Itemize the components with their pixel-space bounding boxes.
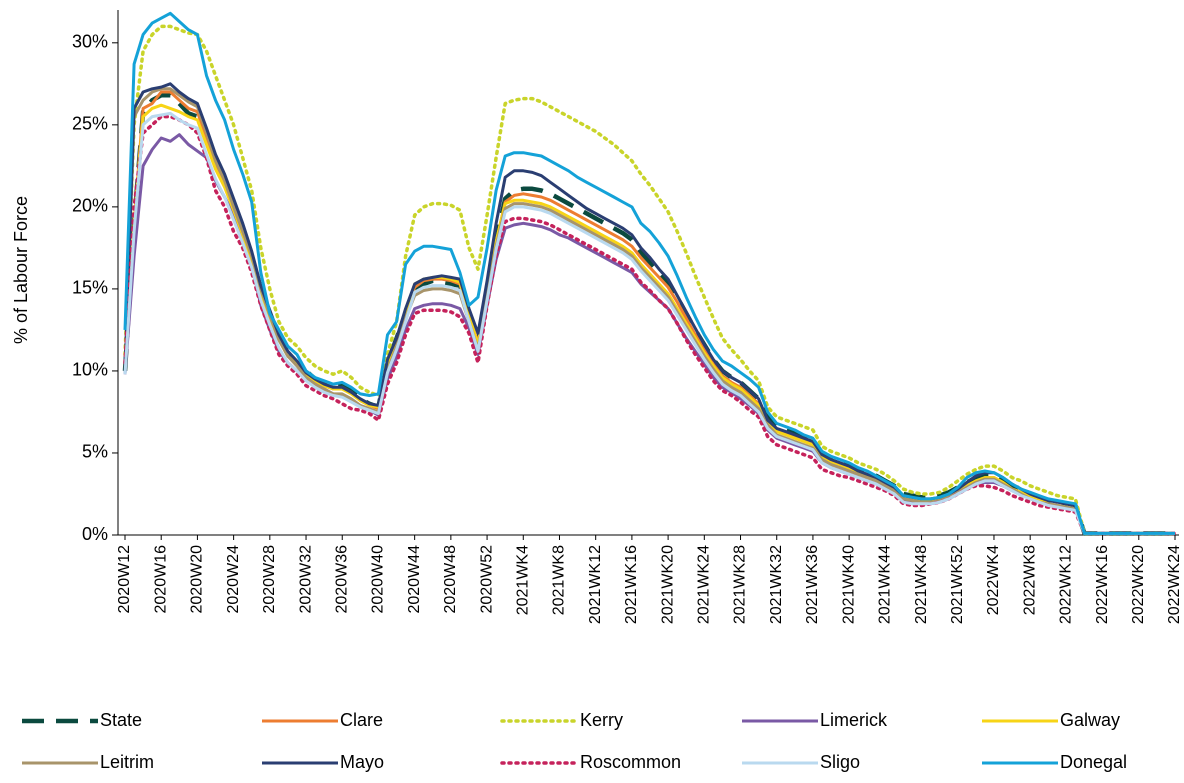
- x-tick-label: 2022WK4: [985, 545, 1002, 615]
- x-tick-label: 2020W12: [116, 545, 133, 614]
- series-line: [122, 93, 1175, 536]
- x-tick-label: 2020W52: [478, 545, 495, 614]
- x-tick-label: 2021WK20: [659, 545, 676, 624]
- legend-label: Leitrim: [100, 752, 154, 772]
- x-tick-label: 2021WK8: [551, 545, 568, 615]
- x-tick-label: 2021WK48: [913, 545, 930, 624]
- x-tick-label: 2021WK24: [696, 545, 713, 624]
- legend-label: State: [100, 710, 142, 730]
- series-line: [123, 114, 1177, 536]
- legend-label: Galway: [1060, 710, 1120, 730]
- legend-label: Mayo: [340, 752, 384, 772]
- x-tick-label: 2022WK24: [1166, 545, 1183, 624]
- x-tick-label: 2020W40: [370, 545, 387, 614]
- legend-label: Donegal: [1060, 752, 1127, 772]
- series-line: [123, 82, 1175, 535]
- y-tick-label: 25%: [72, 114, 108, 134]
- x-tick-label: 2021WK16: [623, 545, 640, 624]
- y-tick-label: 20%: [72, 196, 108, 216]
- x-tick-label: 2020W28: [261, 545, 278, 614]
- x-tick-label: 2020W32: [297, 545, 314, 614]
- legend-label: Kerry: [580, 710, 623, 730]
- x-tick-label: 2020W24: [225, 545, 242, 614]
- y-tick-label: 15%: [72, 278, 108, 298]
- x-tick-label: 2020W20: [189, 545, 206, 614]
- y-tick-label: 10%: [72, 360, 108, 380]
- x-tick-label: 2022WK16: [1094, 545, 1111, 624]
- series-line: [123, 111, 1175, 535]
- series-line: [123, 24, 1177, 536]
- x-tick-label: 2020W16: [152, 545, 169, 614]
- series-line: [123, 90, 1175, 535]
- x-tick-label: 2022WK20: [1130, 545, 1147, 624]
- x-tick-label: 2021WK36: [804, 545, 821, 624]
- x-tick-label: 2021WK4: [514, 545, 531, 615]
- y-tick-label: 5%: [82, 442, 108, 462]
- x-tick-label: 2020W36: [333, 545, 350, 614]
- x-tick-label: 2021WK44: [877, 545, 894, 624]
- series-line: [123, 87, 1175, 535]
- x-tick-label: 2022WK12: [1058, 545, 1075, 624]
- x-tick-label: 2021WK40: [840, 545, 857, 624]
- x-tick-label: 2020W48: [442, 545, 459, 614]
- legend-label: Clare: [340, 710, 383, 730]
- legend-label: Limerick: [820, 710, 888, 730]
- y-tick-label: 30%: [72, 32, 108, 52]
- y-axis-label: % of Labour Force: [11, 196, 31, 344]
- x-tick-label: 2021WK28: [732, 545, 749, 624]
- series-line: [123, 103, 1175, 535]
- legend-label: Roscommon: [580, 752, 681, 772]
- x-tick-label: 2020W44: [406, 545, 423, 614]
- x-tick-label: 2021WK52: [949, 545, 966, 624]
- y-tick-label: 0%: [82, 524, 108, 544]
- x-tick-label: 2022WK8: [1021, 545, 1038, 615]
- x-tick-label: 2021WK12: [587, 545, 604, 624]
- legend-label: Sligo: [820, 752, 860, 772]
- x-tick-label: 2021WK32: [768, 545, 785, 624]
- series-line: [123, 11, 1175, 535]
